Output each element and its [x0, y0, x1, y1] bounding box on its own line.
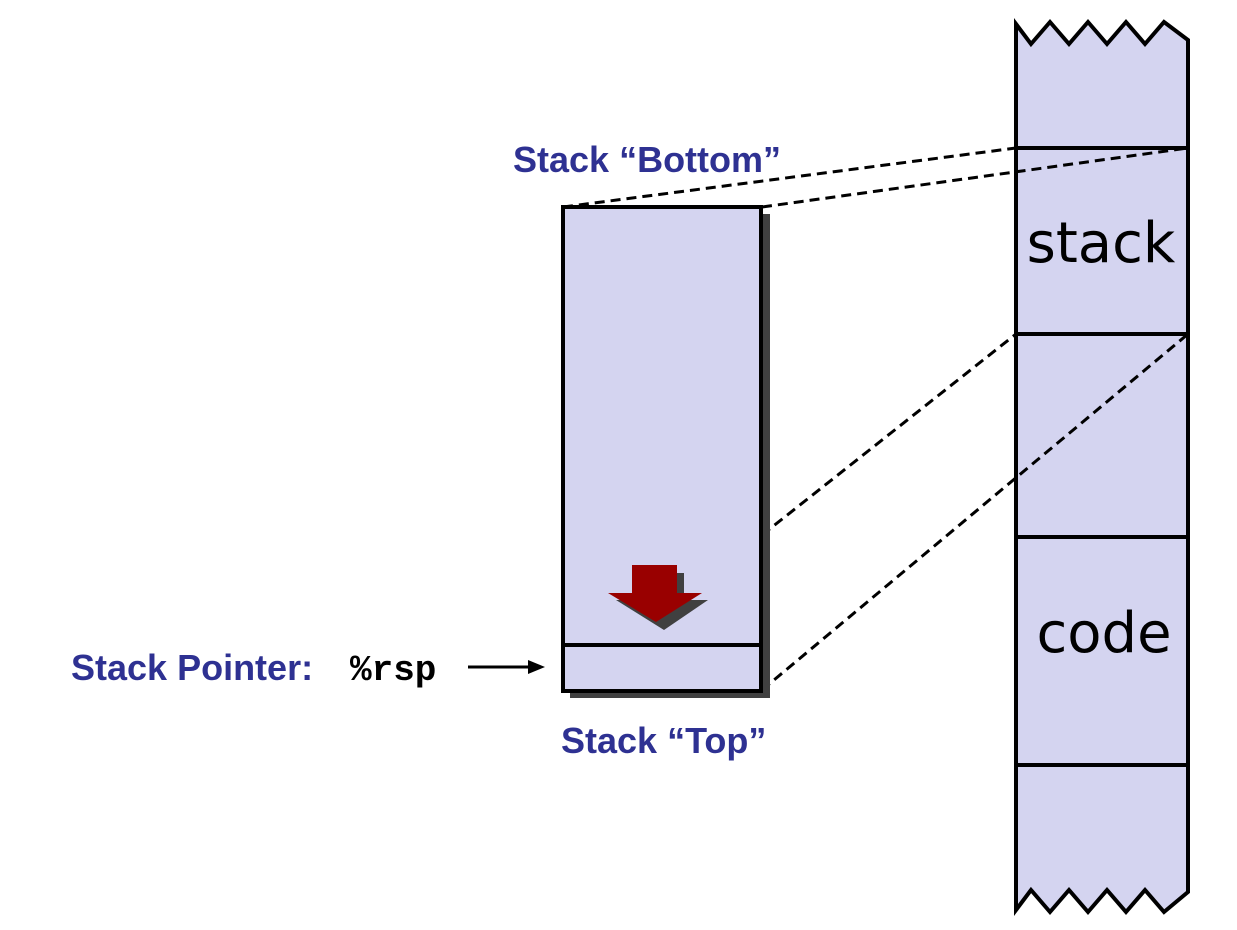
zoom-lines [562, 146, 1189, 692]
zoom-line-top-right [761, 146, 1189, 209]
stack-top-label: Stack “Top” [561, 720, 766, 761]
memory-column: stack code [1014, 18, 1190, 916]
memory-code-label: code [1036, 601, 1171, 666]
stack-box [561, 205, 770, 698]
memory-stack-label: stack [1027, 211, 1176, 276]
zoom-line-top-left [562, 146, 1017, 209]
zoom-line-bottom-right [761, 332, 1189, 692]
stack-bottom-label: Stack “Bottom” [513, 139, 781, 180]
zoom-line-bottom-left [761, 332, 1017, 537]
pointer-arrow-icon [468, 660, 545, 674]
down-arrow [608, 565, 702, 622]
memory-column-body [1014, 18, 1190, 916]
stack-pointer-register: %rsp [350, 650, 436, 691]
down-arrow-icon [608, 565, 708, 630]
stack-pointer-label: Stack Pointer: %rsp [71, 647, 436, 691]
pointer-arrow-head [528, 660, 545, 674]
stack-pointer-text: Stack Pointer: [71, 647, 323, 688]
